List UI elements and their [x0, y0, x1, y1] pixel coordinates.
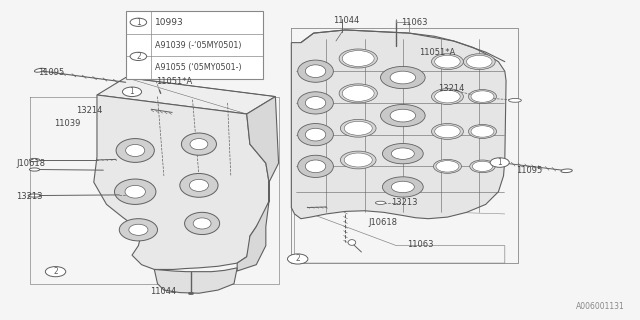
- Ellipse shape: [129, 224, 148, 235]
- Ellipse shape: [339, 84, 378, 103]
- Ellipse shape: [116, 139, 154, 162]
- Ellipse shape: [339, 49, 378, 68]
- Ellipse shape: [463, 54, 495, 69]
- Ellipse shape: [298, 155, 333, 178]
- Text: 13214: 13214: [77, 106, 103, 115]
- Text: 11044: 11044: [150, 287, 176, 296]
- Text: 10993: 10993: [155, 18, 184, 27]
- Ellipse shape: [433, 159, 461, 173]
- Ellipse shape: [467, 55, 492, 68]
- Text: 11063: 11063: [406, 240, 433, 249]
- Text: 13213: 13213: [392, 198, 418, 207]
- Ellipse shape: [392, 148, 414, 159]
- Text: 1: 1: [136, 18, 141, 27]
- Ellipse shape: [115, 179, 156, 204]
- Polygon shape: [94, 95, 269, 269]
- Ellipse shape: [381, 67, 425, 89]
- Text: 11095: 11095: [516, 166, 543, 175]
- Ellipse shape: [390, 109, 415, 122]
- Text: 1: 1: [130, 87, 134, 96]
- Text: J10618: J10618: [369, 218, 397, 227]
- Ellipse shape: [435, 90, 460, 103]
- Ellipse shape: [298, 60, 333, 82]
- Ellipse shape: [193, 218, 211, 229]
- Ellipse shape: [471, 91, 494, 102]
- Text: 11051*A: 11051*A: [419, 48, 455, 57]
- Text: 13214: 13214: [438, 84, 464, 93]
- Ellipse shape: [383, 143, 423, 164]
- Text: A006001131: A006001131: [576, 302, 625, 311]
- Circle shape: [130, 18, 147, 26]
- Ellipse shape: [29, 158, 40, 162]
- Ellipse shape: [381, 105, 425, 127]
- Ellipse shape: [472, 161, 493, 172]
- Ellipse shape: [298, 124, 333, 146]
- Polygon shape: [237, 97, 278, 271]
- Ellipse shape: [125, 185, 145, 198]
- Ellipse shape: [468, 90, 497, 104]
- Ellipse shape: [181, 133, 216, 155]
- Ellipse shape: [180, 173, 218, 197]
- Text: A91039 (-‘05MY0501): A91039 (-‘05MY0501): [155, 41, 241, 50]
- Ellipse shape: [470, 160, 495, 173]
- Ellipse shape: [305, 128, 326, 141]
- Ellipse shape: [431, 54, 463, 69]
- Ellipse shape: [125, 144, 145, 156]
- Ellipse shape: [390, 71, 415, 84]
- Ellipse shape: [305, 160, 326, 173]
- Text: 11051*A: 11051*A: [156, 77, 193, 86]
- Text: 11044: 11044: [333, 16, 359, 25]
- Ellipse shape: [29, 168, 40, 171]
- Circle shape: [490, 158, 509, 167]
- Circle shape: [45, 267, 66, 277]
- Ellipse shape: [305, 65, 326, 77]
- Ellipse shape: [436, 161, 459, 172]
- Ellipse shape: [468, 124, 497, 139]
- Ellipse shape: [342, 51, 374, 67]
- Text: 13213: 13213: [16, 192, 42, 201]
- Ellipse shape: [28, 194, 41, 197]
- Ellipse shape: [344, 153, 372, 167]
- Text: J10618: J10618: [16, 159, 45, 168]
- Ellipse shape: [342, 85, 374, 101]
- Ellipse shape: [348, 240, 356, 245]
- Ellipse shape: [190, 139, 208, 150]
- Circle shape: [130, 52, 147, 60]
- Text: 2: 2: [136, 52, 141, 61]
- Ellipse shape: [340, 151, 376, 169]
- Ellipse shape: [383, 177, 423, 197]
- Ellipse shape: [189, 179, 209, 191]
- Ellipse shape: [435, 55, 460, 68]
- Ellipse shape: [376, 201, 386, 204]
- Ellipse shape: [184, 212, 220, 235]
- Ellipse shape: [305, 97, 326, 109]
- Ellipse shape: [392, 181, 414, 193]
- Text: 11063: 11063: [401, 18, 428, 27]
- Ellipse shape: [298, 92, 333, 114]
- Ellipse shape: [431, 124, 463, 140]
- Ellipse shape: [509, 99, 522, 102]
- Ellipse shape: [435, 125, 460, 138]
- Ellipse shape: [35, 68, 45, 72]
- Polygon shape: [291, 30, 506, 219]
- Ellipse shape: [561, 169, 572, 172]
- Text: 2: 2: [295, 254, 300, 263]
- Ellipse shape: [340, 119, 376, 137]
- Text: 11095: 11095: [38, 68, 65, 77]
- Text: 11039: 11039: [54, 119, 80, 128]
- Ellipse shape: [431, 89, 463, 105]
- FancyBboxPatch shape: [125, 11, 262, 79]
- Text: 2: 2: [53, 267, 58, 276]
- Text: A91055 (‘05MY0501-): A91055 (‘05MY0501-): [155, 63, 241, 72]
- Text: 1: 1: [497, 158, 502, 167]
- Circle shape: [122, 87, 141, 97]
- Polygon shape: [154, 268, 237, 293]
- Circle shape: [287, 254, 308, 264]
- Polygon shape: [97, 77, 275, 114]
- Ellipse shape: [344, 121, 372, 135]
- Ellipse shape: [119, 219, 157, 241]
- Ellipse shape: [471, 126, 494, 137]
